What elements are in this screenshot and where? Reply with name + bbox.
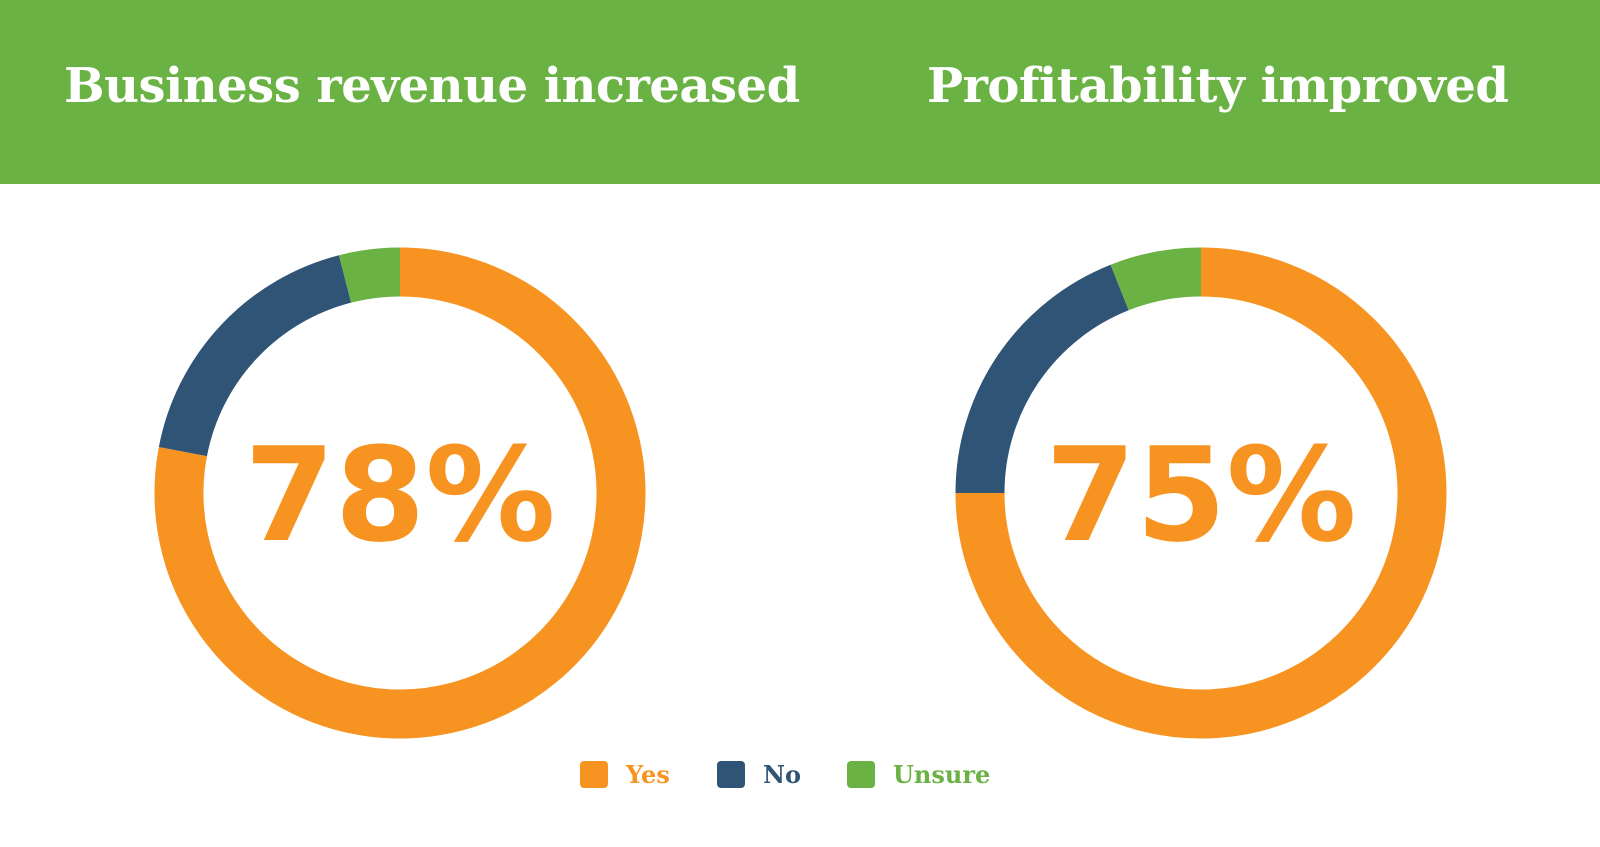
chart-title-revenue: Business revenue increased bbox=[64, 58, 800, 114]
slice-no bbox=[158, 255, 352, 457]
legend: Yes No Unsure bbox=[0, 757, 1600, 797]
chart-title-profitability: Profitability improved bbox=[927, 58, 1509, 114]
donut-chart-profitability: 75% bbox=[955, 247, 1447, 739]
legend-swatch-unsure bbox=[847, 761, 875, 788]
slice-unsure bbox=[1110, 247, 1202, 311]
legend-label-yes: Yes bbox=[626, 760, 670, 789]
center-value-revenue: 78% bbox=[244, 419, 555, 571]
header-banner: Business revenue increased Profitability… bbox=[0, 0, 1600, 184]
slice-yes bbox=[955, 247, 1447, 739]
legend-label-no: No bbox=[763, 760, 801, 789]
legend-swatch-no bbox=[717, 761, 745, 788]
slice-no bbox=[955, 264, 1130, 494]
legend-label-unsure: Unsure bbox=[893, 760, 991, 789]
slice-unsure bbox=[338, 247, 401, 303]
legend-swatch-yes bbox=[580, 761, 608, 788]
donut-chart-revenue: 78% bbox=[154, 247, 646, 739]
slice-yes bbox=[154, 247, 646, 739]
center-value-profitability: 75% bbox=[1045, 419, 1356, 571]
